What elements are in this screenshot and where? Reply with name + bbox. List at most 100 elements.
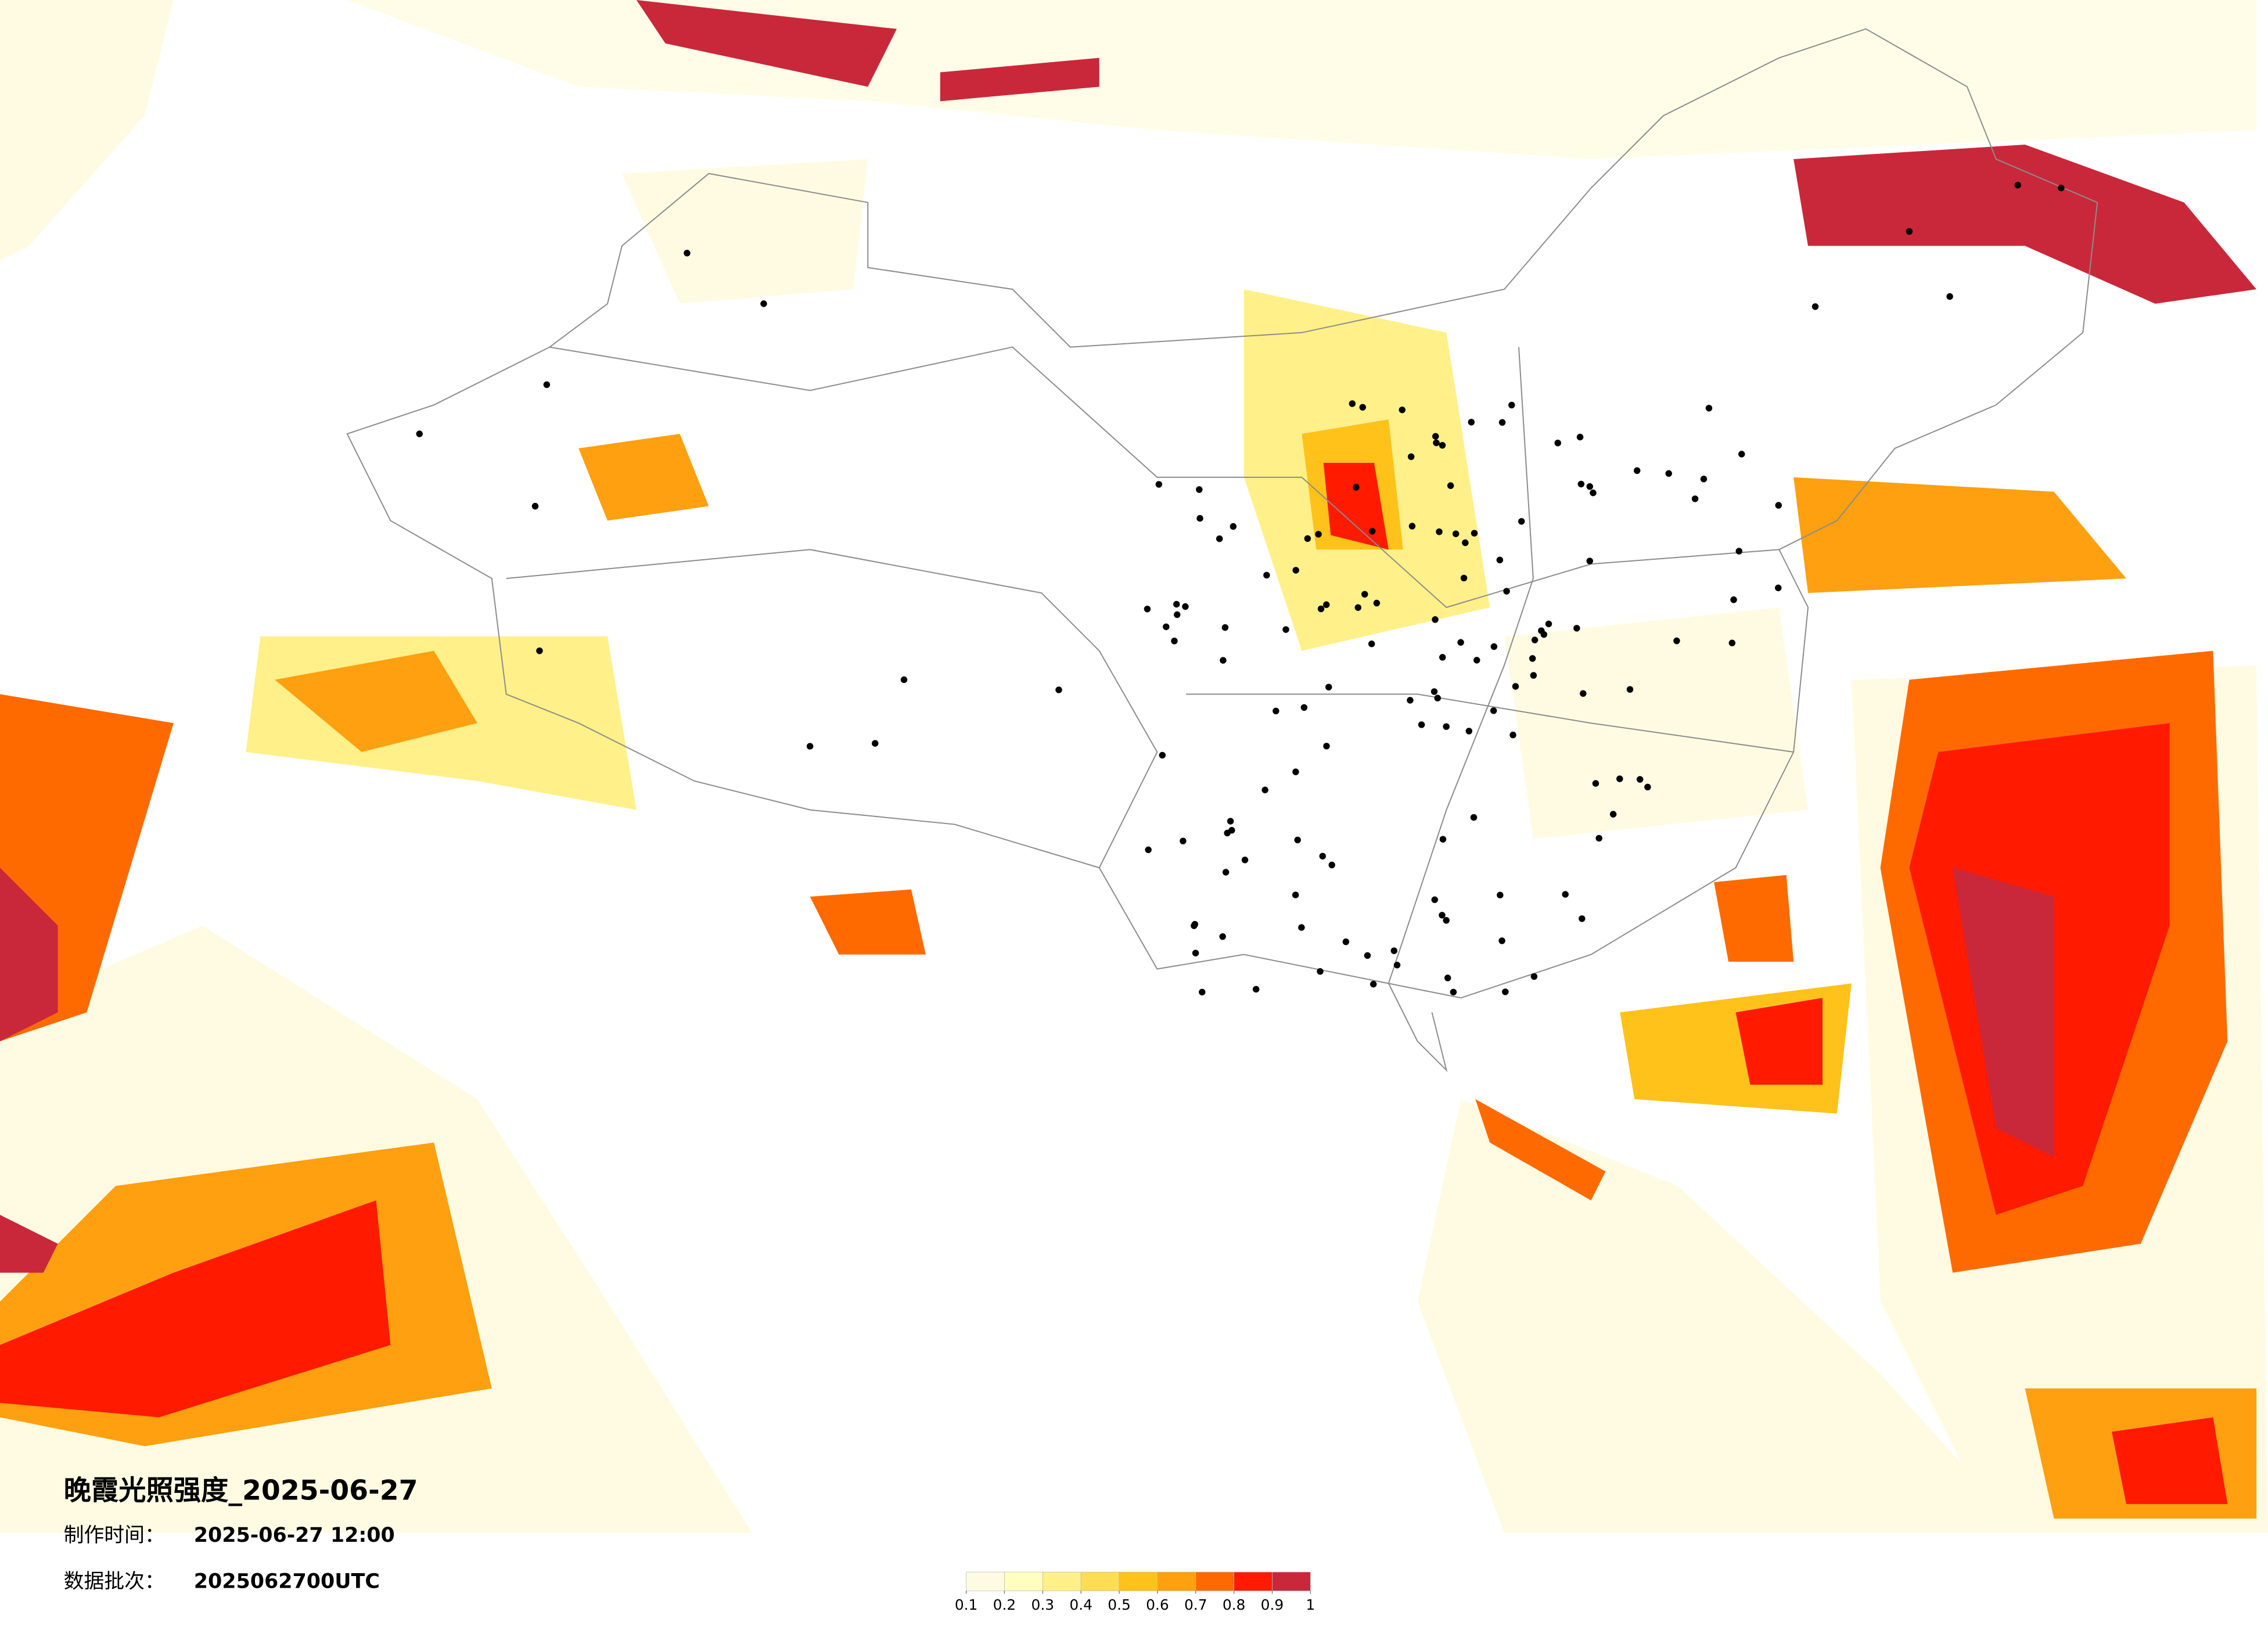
city-dot <box>1946 293 1953 300</box>
city-dot <box>1512 683 1519 690</box>
city-dot <box>1457 639 1464 646</box>
city-dot <box>1368 528 1376 535</box>
city-dot <box>1633 467 1641 474</box>
city-dot <box>871 740 879 747</box>
city-dot <box>1576 433 1584 441</box>
city-dot <box>1159 751 1166 759</box>
colorbar: 0.1 0.2 0.3 0.4 0.5 0.6 0.7 0.8 0.9 1 <box>955 1571 1315 1613</box>
city-dot <box>1407 697 1414 704</box>
city-dot <box>1490 707 1497 714</box>
city-dot <box>1173 611 1181 618</box>
info-label: 数据批次： <box>64 1570 165 1593</box>
city-dot <box>1590 490 1597 497</box>
city-dot <box>2014 182 2021 189</box>
title: 晚霞光照强度_2025-06-27 <box>64 1475 418 1507</box>
glow <box>1793 145 2257 304</box>
city-dot <box>1317 968 1324 975</box>
city-dot <box>1368 641 1375 647</box>
city-dot <box>1439 654 1446 661</box>
city-dot <box>1432 616 1439 623</box>
city-dot <box>1292 567 1299 574</box>
city-dot <box>1529 655 1536 662</box>
city-dot <box>1219 933 1226 940</box>
colorbar-tick-label: 0.4 <box>1069 1596 1092 1613</box>
province-border <box>1186 693 1794 753</box>
city-dot <box>1430 688 1438 695</box>
province-border <box>1388 347 1534 984</box>
city-dot <box>1241 857 1249 864</box>
city-dot <box>1775 502 1782 509</box>
colorbar-tick-label: 0.5 <box>1108 1596 1131 1613</box>
colorbar-tick-label: 0.2 <box>993 1596 1016 1613</box>
city-dot <box>1579 915 1586 922</box>
city-dot <box>1220 657 1227 664</box>
colorbar-tick-label: 0.3 <box>1031 1596 1055 1613</box>
glow <box>0 1200 391 1418</box>
city-dot <box>1497 891 1504 899</box>
city-dot <box>684 250 691 257</box>
colorbar-tick-label: 0.1 <box>955 1596 978 1613</box>
city-dot <box>1354 604 1361 611</box>
city-dot <box>1304 535 1311 542</box>
city-dot <box>1399 406 1406 413</box>
city-dot <box>1353 484 1360 491</box>
glow <box>1714 875 1794 962</box>
colorbar-tick-label: 0.7 <box>1184 1596 1207 1613</box>
city-dot <box>1465 728 1473 735</box>
glow <box>578 434 709 521</box>
city-dot <box>1496 556 1504 564</box>
city-dot <box>1393 962 1401 969</box>
city-dot <box>1443 917 1450 924</box>
glow <box>636 0 897 87</box>
city-dot <box>1252 985 1260 993</box>
info-value: 2025062700UTC <box>194 1570 380 1593</box>
city-dot <box>1322 601 1330 608</box>
city-dot <box>1447 482 1454 490</box>
glow-field <box>0 0 2268 1533</box>
colorbar-swatch <box>1157 1571 1196 1591</box>
boundaries <box>346 28 2098 1073</box>
glow <box>1793 477 2126 593</box>
city-dot <box>1373 599 1381 607</box>
city-dot <box>1811 303 1819 310</box>
city-dot <box>1673 637 1680 645</box>
city-dot <box>1364 952 1371 959</box>
city-dot <box>1498 419 1506 426</box>
city-dot <box>1263 571 1270 579</box>
city-dot <box>2058 185 2065 192</box>
city-dot <box>1191 922 1198 929</box>
city-dot <box>1325 684 1332 690</box>
city-dot <box>416 430 423 437</box>
glow <box>275 650 477 753</box>
city-dot <box>1586 483 1593 490</box>
city-dot <box>1691 495 1699 502</box>
city-dot <box>1145 846 1152 854</box>
city-dot <box>1439 836 1447 843</box>
haze <box>1417 1099 2025 1533</box>
haze <box>347 0 2257 159</box>
city-dot <box>1294 836 1301 844</box>
cities <box>416 182 2065 996</box>
province-border <box>1301 477 1780 609</box>
city-dot <box>1616 775 1623 782</box>
city-dot <box>1738 451 1745 458</box>
city-dot <box>1518 518 1525 525</box>
province-border <box>549 346 1302 478</box>
city-dot <box>1509 731 1516 739</box>
haze <box>621 159 868 304</box>
city-dot <box>1626 686 1634 693</box>
colorbar-swatch <box>1119 1571 1158 1591</box>
city-dot <box>806 743 814 750</box>
city-dot <box>1503 588 1510 595</box>
city-dot <box>1361 591 1368 598</box>
city-dot <box>1586 557 1593 564</box>
colorbar-tick-label: 0.6 <box>1146 1596 1169 1613</box>
city-dot <box>1580 690 1587 697</box>
city-dot <box>1319 852 1326 860</box>
city-dot <box>1408 523 1416 530</box>
glow <box>810 889 926 955</box>
city-dot <box>1470 814 1478 821</box>
city-dot <box>1199 988 1206 996</box>
city-dot <box>1282 626 1289 633</box>
colorbar-swatch <box>1234 1571 1273 1591</box>
